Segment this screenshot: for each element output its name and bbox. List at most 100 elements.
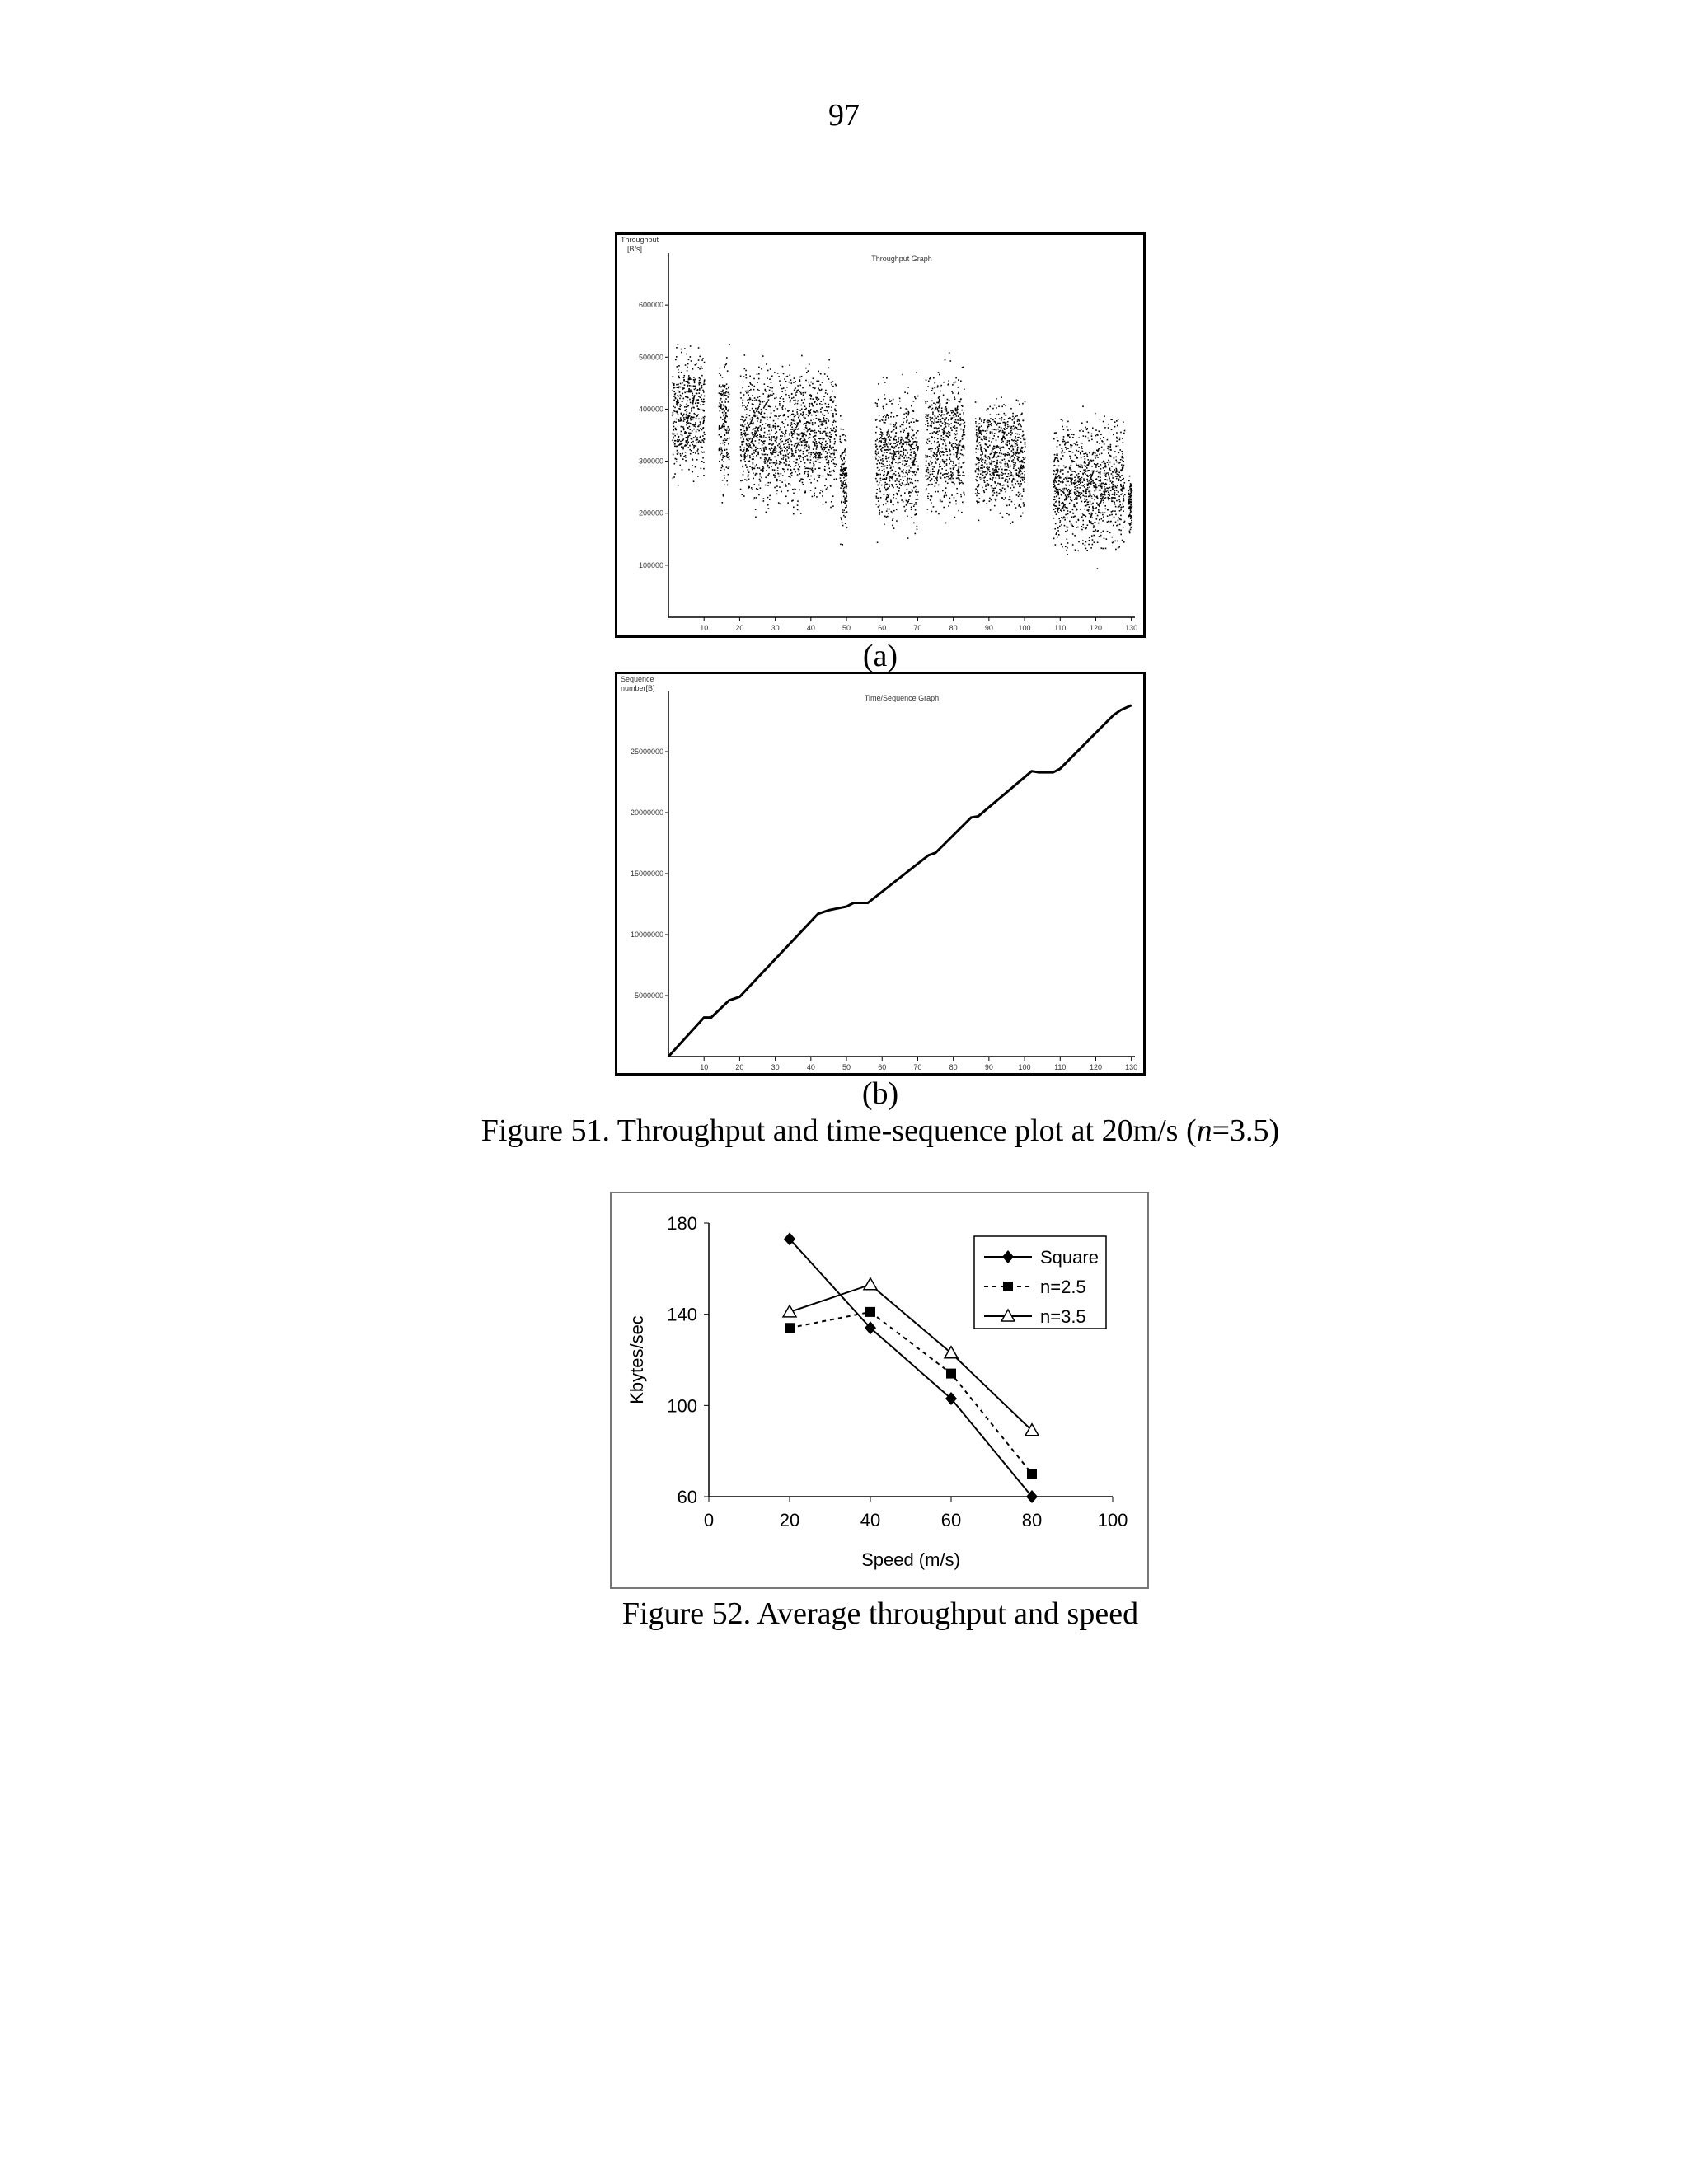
scatter-point [774, 428, 776, 430]
scatter-point [842, 429, 845, 430]
scatter-point [755, 426, 757, 429]
scatter-point [1107, 497, 1109, 499]
scatter-point [688, 432, 690, 434]
scatter-point [1081, 528, 1083, 531]
scatter-point [987, 468, 990, 471]
scatter-point [1085, 429, 1088, 431]
scatter-point [750, 422, 753, 424]
scatter-point [909, 440, 911, 443]
scatter-point [842, 501, 845, 504]
scatter-point [689, 448, 692, 451]
scatter-point [767, 396, 769, 398]
scatter-point [673, 437, 674, 439]
scatter-point [1015, 426, 1016, 429]
scatter-point [725, 448, 728, 451]
scatter-point [673, 422, 674, 424]
scatter-point [1004, 463, 1006, 465]
scatter-point [940, 390, 941, 392]
scatter-point [1089, 500, 1091, 503]
scatter-point [820, 446, 823, 448]
scatter-point [935, 510, 937, 513]
scatter-point [1114, 476, 1117, 477]
scatter-point [805, 371, 808, 373]
scatter-point [690, 378, 692, 380]
scatter-point [908, 465, 910, 467]
scatter-point [765, 511, 767, 513]
scatter-point [1100, 468, 1102, 470]
scatter-point [781, 475, 784, 476]
scatter-point [776, 408, 779, 410]
scatter-point [1014, 469, 1016, 471]
scatter-point [879, 456, 881, 458]
scatter-point [957, 471, 959, 473]
scatter-point [898, 397, 901, 400]
scatter-point [811, 429, 813, 432]
scatter-point [680, 433, 682, 435]
scatter-point [699, 437, 701, 438]
scatter-point [1101, 497, 1104, 499]
scatter-point [792, 513, 795, 515]
scatter-point [825, 455, 828, 457]
scatter-point [842, 514, 845, 517]
scatter-point [845, 440, 847, 442]
scatter-point [1099, 473, 1101, 475]
scatter-point [789, 410, 790, 412]
scatter-point [767, 508, 770, 509]
scatter-point [722, 423, 724, 424]
scatter-point [779, 503, 781, 505]
scatter-point [893, 458, 896, 461]
scatter-point [926, 455, 928, 457]
scatter-point [691, 410, 692, 412]
scatter-point [912, 482, 914, 485]
scatter-point [996, 414, 997, 416]
scatter-point [812, 398, 814, 401]
scatter-point [892, 459, 894, 461]
scatter-point [1062, 436, 1065, 438]
scatter-point [917, 468, 919, 471]
scatter-point [794, 433, 795, 435]
scatter-point [931, 390, 933, 391]
scatter-point [805, 379, 807, 382]
scatter-point [885, 510, 888, 512]
scatter-point [673, 425, 675, 428]
scatter-point [1114, 521, 1117, 523]
scatter-point [776, 470, 779, 471]
scatter-point [1064, 466, 1067, 469]
scatter-point [889, 439, 891, 441]
scatter-point [1081, 446, 1083, 448]
scatter-point [728, 466, 730, 468]
scatter-point [902, 469, 904, 471]
scatter-point [785, 495, 787, 498]
scatter-point [719, 448, 720, 449]
scatter-point [787, 410, 789, 411]
scatter-point [691, 415, 692, 418]
scatter-point [806, 421, 809, 424]
scatter-point [805, 444, 807, 446]
scatter-point [685, 418, 687, 420]
scatter-point [1012, 412, 1014, 415]
scatter-point [816, 446, 818, 448]
scatter-point [1068, 502, 1071, 504]
scatter-point [823, 410, 826, 411]
scatter-point [987, 446, 989, 448]
scatter-point [1054, 490, 1056, 493]
scatter-point [1008, 453, 1010, 455]
scatter-point [1004, 438, 1006, 440]
scatter-point [727, 410, 729, 412]
scatter-point [945, 461, 947, 462]
scatter-point [750, 383, 752, 385]
scatter-point [785, 431, 786, 434]
scatter-point [1094, 412, 1096, 415]
scatter-point [879, 429, 882, 430]
scatter-point [900, 442, 902, 444]
scatter-point [948, 380, 950, 382]
x-tick-label: 120 [1090, 624, 1102, 632]
scatter-point [878, 446, 880, 448]
scatter-point [1076, 485, 1078, 486]
scatter-point [699, 387, 701, 390]
scatter-point [1000, 490, 1001, 492]
scatter-point [896, 486, 898, 488]
scatter-point [774, 439, 776, 442]
scatter-point [913, 421, 915, 424]
scatter-point [1088, 462, 1090, 465]
